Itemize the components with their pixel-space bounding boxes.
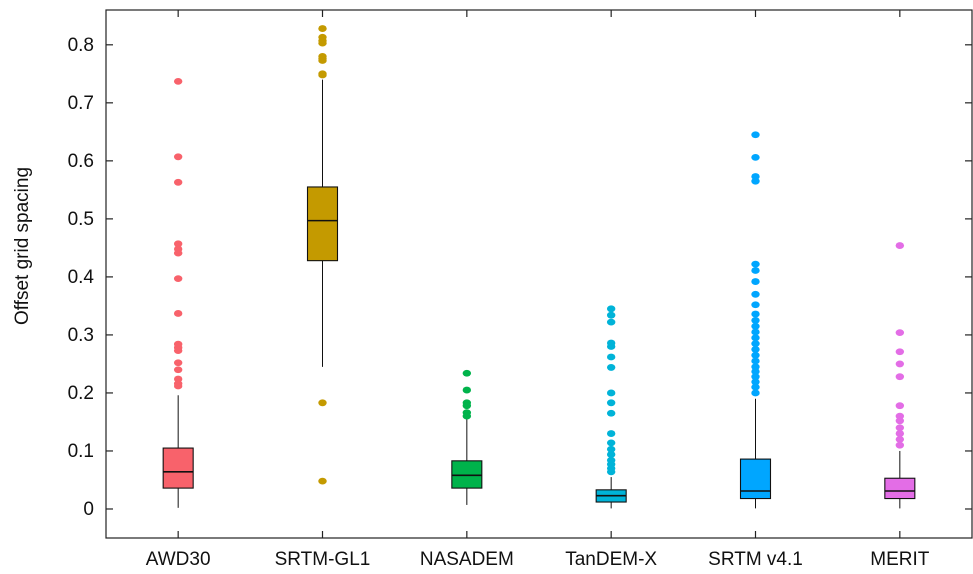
box — [451, 460, 483, 489]
outlier-point — [751, 153, 760, 161]
outlier-point — [751, 340, 760, 348]
outlier-point — [751, 383, 760, 391]
outlier-point — [173, 153, 183, 161]
outlier-point — [606, 305, 616, 313]
outlier-point — [751, 131, 760, 139]
outlier-point — [318, 71, 327, 79]
outlier-point — [173, 178, 183, 186]
y-tick-label: 0.5 — [68, 209, 94, 230]
outlier-point — [173, 249, 183, 257]
outlier-point — [318, 25, 327, 32]
outlier-point — [751, 351, 760, 359]
outlier-point — [462, 369, 472, 377]
outlier-point — [751, 260, 760, 268]
outlier-point — [895, 402, 905, 410]
outlier-point — [606, 343, 616, 350]
outlier-point — [751, 317, 760, 324]
outlier-point — [462, 402, 472, 410]
outlier-point — [751, 378, 760, 386]
x-tick-label: AWD30 — [146, 549, 211, 570]
outlier-point — [462, 412, 472, 420]
y-tick-label: 0.7 — [68, 93, 94, 114]
x-tick-label: MERIT — [870, 549, 930, 570]
outlier-point — [173, 310, 183, 317]
outlier-point — [173, 275, 183, 283]
outlier-point — [318, 399, 327, 407]
outlier-point — [751, 334, 760, 342]
y-tick-label: 0 — [83, 499, 94, 520]
y-axis-label: Offset grid spacing — [12, 167, 33, 325]
outlier-point — [895, 435, 905, 443]
outlier-point — [606, 439, 616, 447]
outlier-point — [173, 366, 183, 374]
box — [306, 186, 339, 262]
outlier-point — [751, 177, 760, 185]
outlier-point — [751, 357, 760, 365]
outlier-point — [895, 441, 905, 449]
outlier-point — [606, 409, 616, 417]
outlier-point — [751, 322, 760, 330]
y-tick-label: 0.1 — [68, 441, 94, 462]
outlier-point — [173, 359, 183, 367]
outlier-point — [751, 346, 760, 353]
box — [739, 458, 772, 500]
outlier-point — [895, 348, 905, 356]
outlier-point — [173, 347, 183, 354]
outlier-point — [895, 242, 905, 249]
outlier-point — [895, 360, 905, 368]
x-tick-label: NASADEM — [420, 549, 514, 570]
x-tick-label: SRTM v4.1 — [708, 549, 803, 570]
y-tick-label: 0.4 — [68, 267, 95, 288]
outlier-point — [895, 424, 905, 432]
outlier-point — [318, 39, 327, 47]
outlier-point — [751, 278, 760, 285]
outlier-point — [751, 290, 760, 298]
outlier-point — [462, 386, 472, 394]
outlier-point — [606, 451, 616, 458]
outlier-point — [606, 389, 616, 397]
outlier-point — [318, 57, 327, 64]
plot-area: 0 0.1 0.2 0.3 0.4 0.5 0.6 0.7 0.8 AWD30 SRTM-GL1 NA… — [68, 9, 973, 570]
outlier-point — [751, 328, 760, 336]
outlier-point — [751, 373, 760, 381]
outlier-point — [606, 311, 616, 319]
box — [884, 477, 916, 500]
y-tick-label: 0.6 — [68, 151, 94, 172]
outlier-point — [318, 477, 327, 485]
box — [162, 447, 194, 489]
outlier-point — [173, 240, 183, 248]
outlier-point — [895, 329, 905, 337]
outlier-point — [751, 267, 760, 274]
y-tick-label: 0.2 — [68, 383, 94, 404]
outlier-point — [606, 318, 616, 326]
outlier-point — [895, 373, 905, 381]
outlier-point — [606, 468, 616, 476]
outlier-point — [751, 389, 760, 397]
y-tick-label: 0.3 — [68, 325, 94, 346]
outlier-point — [751, 301, 760, 309]
outlier-point — [173, 382, 183, 390]
x-tick-label: SRTM-GL1 — [275, 549, 371, 570]
outlier-point — [751, 310, 760, 318]
outlier-point — [895, 430, 905, 437]
outlier-point — [606, 364, 616, 371]
plot-frame — [105, 9, 973, 539]
outlier-point — [606, 430, 616, 437]
outlier-point — [606, 353, 616, 361]
outlier-point — [751, 368, 760, 375]
outlier-point — [606, 399, 616, 407]
outlier-point — [606, 445, 616, 453]
x-tick-label: TanDEM-X — [565, 549, 657, 570]
y-tick-label: 0.8 — [68, 35, 94, 56]
outlier-point — [173, 77, 183, 85]
outlier-point — [895, 417, 905, 425]
